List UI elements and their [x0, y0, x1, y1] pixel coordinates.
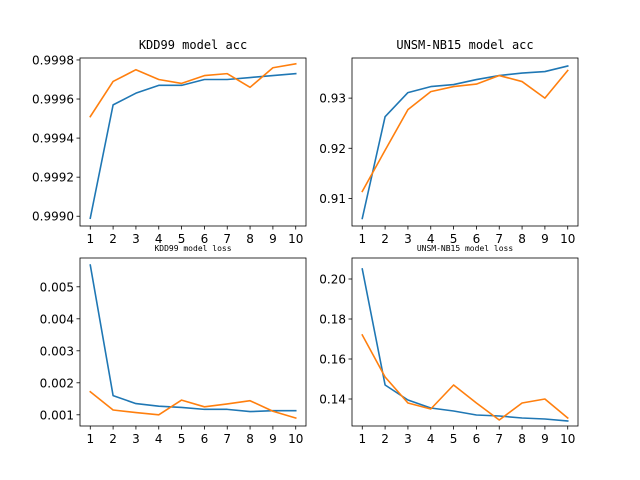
y-tick-label: 0.9998: [32, 53, 74, 67]
x-tick-label: 7: [223, 232, 231, 246]
x-tick-label: 5: [178, 432, 186, 446]
axes-frame: [79, 257, 307, 427]
axes-frame: [351, 257, 579, 427]
subplot-4: 1 2 3 4 5 6 7 8 9 10 0.14 0.16 0.18 0.20 UNSM-NB15 mod…: [319, 244, 579, 446]
x-tick-label: 6: [473, 232, 481, 246]
x-tick-label: 5: [450, 432, 458, 446]
x-tick-label: 5: [450, 232, 458, 246]
x-tick-label: 3: [404, 432, 412, 446]
y-tick-label: 0.004: [40, 312, 74, 326]
x-tick-label: 3: [132, 432, 140, 446]
chart-title: KDD99 model acc: [139, 38, 247, 52]
y-tick-label: 0.20: [319, 273, 346, 287]
y-tick-label: 0.9990: [32, 210, 74, 224]
x-tick-label: 4: [427, 232, 435, 246]
x-tick-label: 2: [109, 232, 117, 246]
y-tick-label: 0.93: [319, 92, 346, 106]
x-tick-label: 5: [178, 232, 186, 246]
y-tick-label: 0.003: [40, 344, 74, 358]
x-tick-label: 1: [86, 232, 94, 246]
series-line-1: [361, 65, 569, 220]
x-tick-label: 7: [495, 432, 503, 446]
x-tick-label: 4: [427, 432, 435, 446]
chart-title: UNSM-NB15 model acc: [396, 38, 533, 52]
y-tick-label: 0.14: [319, 393, 346, 407]
x-tick-label: 8: [246, 232, 254, 246]
x-tick-label: 10: [560, 432, 575, 446]
x-tick-label: 8: [518, 232, 526, 246]
y-tick-label: 0.9994: [32, 132, 74, 146]
subplot-3: 1 2 3 4 5 6 7 8 9 10 0.001 0.002 0.003 0.004 0.005 KDD9…: [40, 244, 307, 446]
x-tick-label: 2: [381, 232, 389, 246]
x-tick-label: 8: [246, 432, 254, 446]
x-tick-label: 9: [269, 232, 277, 246]
axes-frame: [79, 57, 307, 227]
x-tick-label: 6: [201, 232, 209, 246]
y-tick-label: 0.001: [40, 408, 74, 422]
y-tick-label: 0.9996: [32, 93, 74, 107]
x-tick-label: 4: [155, 232, 163, 246]
series-line-1: [361, 268, 569, 422]
y-tick-label: 0.16: [319, 353, 346, 367]
y-tick-label: 0.91: [319, 192, 346, 206]
x-tick-label: 10: [288, 232, 303, 246]
subplot-1: 1 2 3 4 5 6 7 8 9 10 0.9990 0.9992 0.9994 0.9996 0.999…: [32, 38, 307, 246]
x-tick-label: 7: [495, 232, 503, 246]
x-tick-label: 6: [201, 432, 209, 446]
x-tick-label: 1: [358, 232, 366, 246]
chart-title: KDD99 model loss: [154, 244, 231, 253]
x-tick-label: 1: [86, 432, 94, 446]
x-tick-label: 1: [358, 432, 366, 446]
x-tick-label: 7: [223, 432, 231, 446]
x-tick-label: 10: [560, 232, 575, 246]
series-line-1: [89, 72, 297, 220]
series-line-2: [89, 390, 297, 419]
x-tick-label: 8: [518, 432, 526, 446]
x-tick-label: 2: [109, 432, 117, 446]
series-line-2: [361, 333, 569, 421]
series-line-2: [361, 69, 569, 193]
subplot-2: 1 2 3 4 5 6 7 8 9 10 0.91 0.92 0.93 UNSM-NB15 model a…: [319, 38, 579, 246]
x-tick-label: 3: [404, 232, 412, 246]
x-tick-label: 3: [132, 232, 140, 246]
x-tick-label: 10: [288, 432, 303, 446]
x-tick-label: 9: [541, 432, 549, 446]
series-line-2: [89, 62, 297, 118]
series-line-1: [89, 264, 297, 413]
x-tick-label: 9: [541, 232, 549, 246]
x-tick-label: 9: [269, 432, 277, 446]
x-tick-label: 2: [381, 432, 389, 446]
y-tick-label: 0.18: [319, 313, 346, 327]
y-tick-label: 0.92: [319, 142, 346, 156]
y-tick-label: 0.005: [40, 280, 74, 294]
y-tick-label: 0.9992: [32, 171, 74, 185]
y-tick-label: 0.002: [40, 376, 74, 390]
axes-frame: [351, 57, 579, 227]
x-tick-label: 6: [473, 432, 481, 446]
chart-title: UNSM-NB15 model loss: [417, 244, 514, 253]
x-tick-label: 4: [155, 432, 163, 446]
